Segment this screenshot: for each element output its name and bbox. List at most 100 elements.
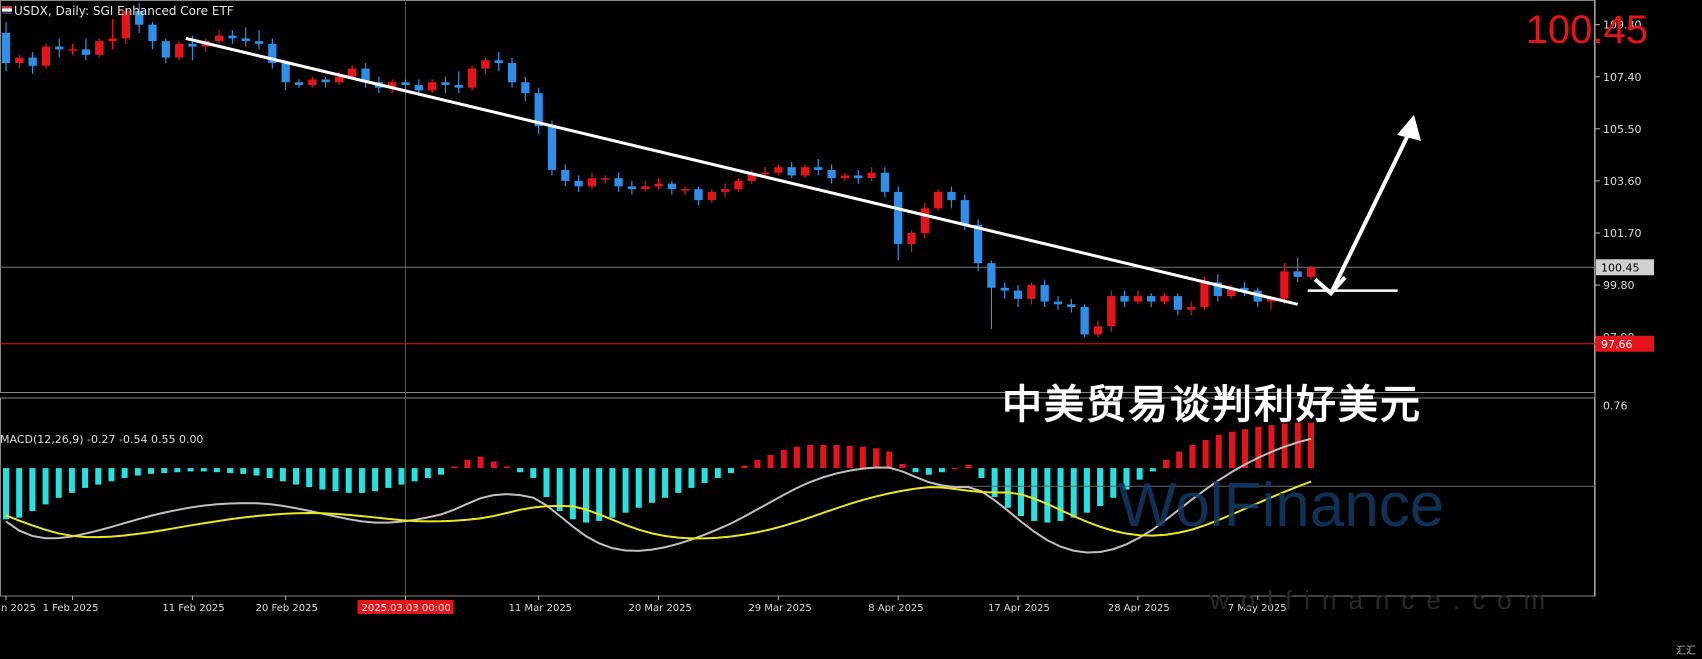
candle-body	[747, 172, 756, 181]
candle-body	[214, 35, 224, 42]
candle-body	[667, 183, 676, 190]
macd-histogram-bar	[596, 468, 603, 521]
x-tick-label: 11 Mar 2025	[509, 603, 572, 614]
macd-histogram-bar	[1202, 440, 1209, 469]
macd-histogram-bar	[899, 463, 906, 469]
macd-histogram-bar	[108, 468, 115, 482]
macd-histogram-bar	[306, 468, 313, 488]
candle-body	[561, 169, 570, 181]
y-tick-label: 103.60	[1603, 175, 1642, 188]
macd-histogram-bar	[1031, 468, 1038, 521]
candle-body	[1200, 282, 1209, 308]
candle-body	[1, 32, 11, 64]
macd-histogram-bar	[925, 468, 932, 475]
macd-histogram-bar	[3, 468, 9, 520]
current-price-big: 100.45	[1525, 8, 1648, 52]
macd-histogram-bar	[1308, 422, 1314, 469]
candle-body	[1080, 307, 1089, 335]
candle-body	[334, 76, 344, 83]
candle-body	[361, 68, 370, 83]
macd-histogram-bar	[385, 468, 392, 488]
candle-body	[108, 38, 117, 42]
macd-histogram-bar	[859, 446, 866, 469]
level-price-tag-label: 97.66	[1601, 338, 1633, 351]
candle-body	[388, 82, 397, 88]
macd-histogram-bar	[358, 468, 365, 493]
headline: 中美贸易谈判利好美元	[1002, 381, 1422, 428]
macd-histogram-bar	[569, 468, 576, 520]
macd-histogram-bar	[1255, 426, 1262, 469]
candle-body	[587, 178, 597, 187]
macd-histogram-bar	[55, 468, 62, 498]
x-tick-label: 29 Mar 2025	[748, 603, 811, 614]
candle-body	[720, 189, 730, 192]
candle-body	[840, 175, 850, 179]
macd-histogram-bar	[438, 468, 444, 475]
macd-histogram-bar	[1189, 444, 1196, 469]
candle-body	[827, 169, 836, 179]
candle-body	[281, 63, 290, 83]
macd-histogram-bar	[1004, 468, 1011, 508]
macd-histogram-bar	[1044, 468, 1051, 523]
macd-histogram-bar	[714, 468, 721, 478]
trendline	[185, 36, 1299, 306]
candle-body	[534, 93, 543, 127]
macd-histogram-bar	[938, 468, 945, 473]
candle-body	[1120, 296, 1129, 302]
candle-body	[481, 60, 490, 69]
candle-body	[760, 172, 770, 175]
candle-body	[920, 208, 929, 234]
candle-body	[174, 43, 184, 58]
macd-histogram-bar	[451, 466, 458, 469]
x-tick-label: 20 Mar 2025	[629, 603, 692, 614]
corner-mark: 汇汇	[1676, 646, 1696, 657]
candle-body	[401, 82, 410, 85]
macd-histogram-bar	[517, 468, 524, 473]
macd-histogram-bar	[846, 445, 853, 469]
macd-histogram-bar	[1163, 459, 1169, 469]
candle-body	[627, 186, 636, 190]
candle-body	[294, 82, 304, 85]
candle-body	[681, 189, 690, 191]
x-tick-label: 8 Apr 2025	[868, 603, 923, 614]
macd-y-tick-label: 0.76	[1603, 399, 1628, 412]
candle-body	[1226, 287, 1236, 297]
candle-body	[1173, 296, 1182, 310]
macd-histogram-bar	[530, 468, 537, 478]
macd-histogram-bar	[16, 468, 23, 518]
candle-body	[947, 191, 956, 201]
macd-histogram-bar	[174, 468, 181, 473]
macd-histogram-bar	[134, 468, 141, 476]
candle-body	[1306, 267, 1316, 277]
y-tick-label: 109.30	[1603, 19, 1642, 32]
candle-body	[601, 178, 610, 180]
macd-histogram-bar	[833, 444, 840, 469]
level-price-tag	[1596, 335, 1654, 352]
candle-body	[188, 43, 197, 47]
x-tick-label: 28 Apr 2025	[1108, 603, 1170, 614]
macd-histogram-bar	[95, 468, 102, 485]
macd-histogram-bar	[1136, 468, 1143, 480]
x-tick-label: 11 Feb 2025	[162, 603, 224, 614]
macd-histogram-bar	[1228, 431, 1235, 469]
macd-histogram-bar	[1057, 468, 1064, 521]
macd-histogram-bar	[332, 468, 339, 492]
y-tick-label: 105.50	[1603, 123, 1642, 136]
candle-body	[1067, 304, 1076, 308]
candle-body	[694, 189, 703, 201]
candle-body	[1027, 285, 1036, 299]
macd-histogram-bar	[121, 468, 128, 478]
macd-histogram-bar	[477, 456, 484, 469]
candle-body	[894, 191, 903, 244]
macd-histogram-bar	[1070, 468, 1077, 518]
macd-line	[5, 437, 1312, 554]
candle-body	[1147, 296, 1156, 302]
candle-body	[1266, 298, 1276, 302]
forecast-arrowhead	[1397, 114, 1421, 141]
candle-body	[467, 68, 477, 88]
candle-body	[641, 186, 650, 190]
candle-body	[1240, 287, 1249, 291]
macd-histogram-bar	[688, 468, 695, 488]
candle-body	[973, 224, 983, 264]
